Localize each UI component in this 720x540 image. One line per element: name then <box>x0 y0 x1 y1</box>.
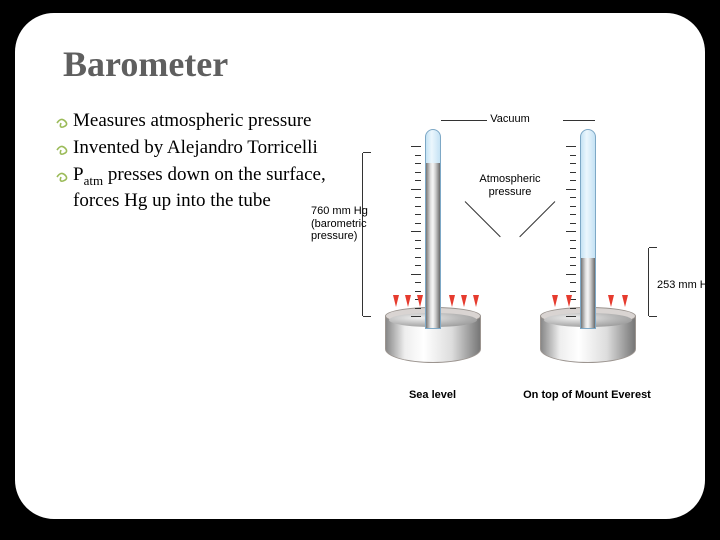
bullet-item: Invented by Alejandro Torricelli <box>55 136 345 160</box>
panel-caption: On top of Mount Everest <box>502 389 672 401</box>
slide-frame: Barometer Measures atmospheric pressure … <box>14 12 706 520</box>
mercury-column <box>581 258 595 328</box>
measure-label: 760 mm Hg (barometric pressure) <box>311 205 387 243</box>
barometer-everest: 253 mm Hg On top of Mount Everest <box>510 109 665 399</box>
bullet-text: Measures atmospheric pressure <box>73 109 311 133</box>
glass-tube <box>425 129 441 329</box>
swirl-icon <box>55 141 71 159</box>
pressure-arrow-icon <box>473 295 479 307</box>
pressure-arrow-icon <box>417 295 423 307</box>
measure-label: 253 mm Hg <box>657 279 720 292</box>
connector-line <box>563 120 595 121</box>
scale-ticks: /*ticks drawn below*/ <box>411 142 421 317</box>
height-bracket <box>649 247 657 317</box>
pressure-arrow-icon <box>566 295 572 307</box>
bullet-item: Measures atmospheric pressure <box>55 109 345 133</box>
pressure-arrow-icon <box>449 295 455 307</box>
bullet-list: Measures atmospheric pressure Invented b… <box>55 109 345 449</box>
barometer-sea-level: /*ticks drawn below*/ 760 mm Hg (baromet… <box>355 109 510 399</box>
barometer-figure: Vacuum Atmospheric pressure /*ticks draw… <box>355 109 665 449</box>
bullet-text: Patm presses down on the surface, forces… <box>73 163 345 213</box>
pressure-arrow-icon <box>622 295 628 307</box>
slide-title: Barometer <box>63 43 665 85</box>
panel-caption: Sea level <box>355 389 510 401</box>
bullet-item: Patm presses down on the surface, forces… <box>55 163 345 213</box>
scale-ticks <box>566 142 576 317</box>
bullet-text: Invented by Alejandro Torricelli <box>73 136 318 160</box>
mercury-column <box>426 163 440 328</box>
pressure-arrow-icon <box>552 295 558 307</box>
content-area: Measures atmospheric pressure Invented b… <box>55 109 665 449</box>
pressure-arrow-icon <box>393 295 399 307</box>
pressure-arrow-icon <box>461 295 467 307</box>
pressure-arrow-icon <box>405 295 411 307</box>
pressure-arrow-icon <box>608 295 614 307</box>
glass-tube <box>580 129 596 329</box>
swirl-icon <box>55 114 71 132</box>
connector-line <box>441 120 487 121</box>
swirl-icon <box>55 168 71 186</box>
